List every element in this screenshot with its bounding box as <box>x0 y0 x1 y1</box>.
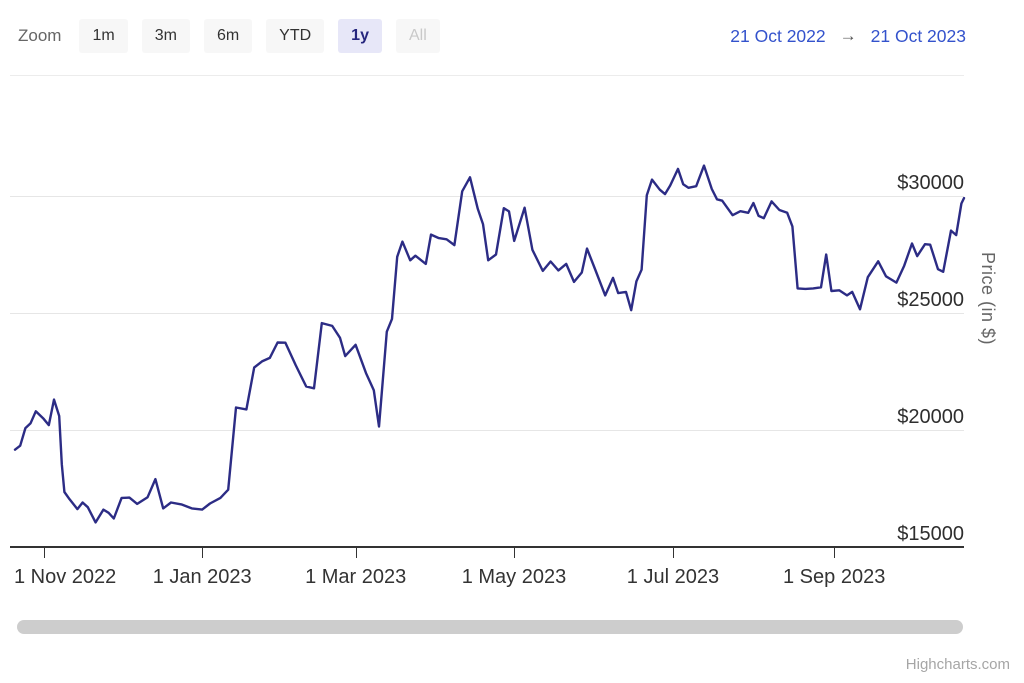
x-axis-label: 1 Jul 2023 <box>626 566 720 588</box>
y-axis-label: $15000 <box>897 523 964 545</box>
range-button-ytd[interactable]: YTD <box>266 19 325 53</box>
range-button-1y[interactable]: 1y <box>338 19 382 53</box>
x-axis-label: 1 Jan 2023 <box>152 566 252 588</box>
range-arrow-icon: → <box>839 26 857 45</box>
y-axis-title: Price (in $) <box>978 252 998 346</box>
y-axis-label: $20000 <box>897 406 964 428</box>
highcharts-credit[interactable]: Highcharts.com <box>905 656 1010 673</box>
zoom-label: Zoom <box>18 26 62 45</box>
x-axis-label: 1 Sep 2023 <box>783 566 886 588</box>
range-button-all[interactable]: All <box>395 19 440 53</box>
y-axis-label: $25000 <box>897 289 964 311</box>
y-axis-label: $30000 <box>897 172 964 194</box>
zoom-button-group: Zoom 1m 3m 6m YTD 1y All <box>18 19 440 53</box>
range-button-1m[interactable]: 1m <box>79 19 128 53</box>
x-axis-label: 1 Nov 2022 <box>14 566 117 588</box>
x-axis-label: 1 Mar 2023 <box>305 566 407 588</box>
x-axis-label: 1 May 2023 <box>461 566 567 588</box>
range-to-input[interactable]: 21 Oct 2023 <box>870 25 966 46</box>
range-button-3m[interactable]: 3m <box>141 19 190 53</box>
range-input-group: 21 Oct 2022 → 21 Oct 2023 <box>730 26 966 47</box>
scrollbar-thumb[interactable] <box>17 620 963 634</box>
price-line-series <box>13 164 966 524</box>
range-from-input[interactable]: 21 Oct 2022 <box>730 25 826 46</box>
chart-plot-area[interactable] <box>0 0 1024 600</box>
range-selector-toolbar: Zoom 1m 3m 6m YTD 1y All 21 Oct 2022 → 2… <box>18 18 966 54</box>
range-button-6m[interactable]: 6m <box>203 19 253 53</box>
